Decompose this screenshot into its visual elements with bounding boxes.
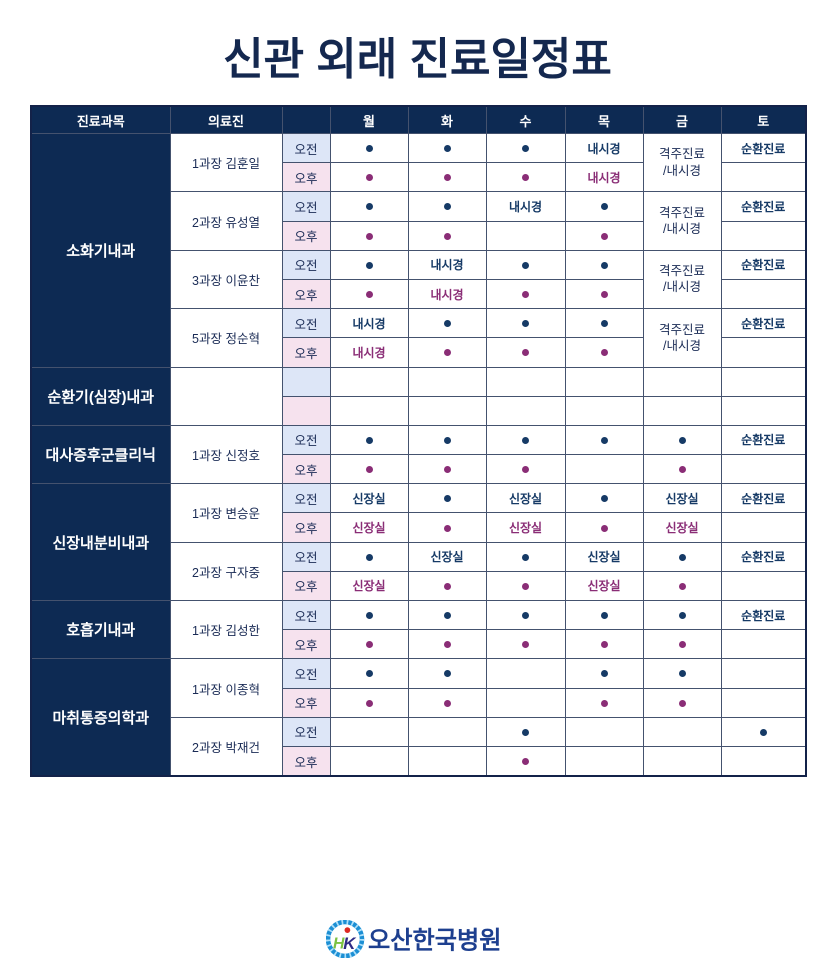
svg-text:K: K [343, 934, 357, 953]
svg-text:오산한국병원: 오산한국병원 [368, 928, 502, 955]
